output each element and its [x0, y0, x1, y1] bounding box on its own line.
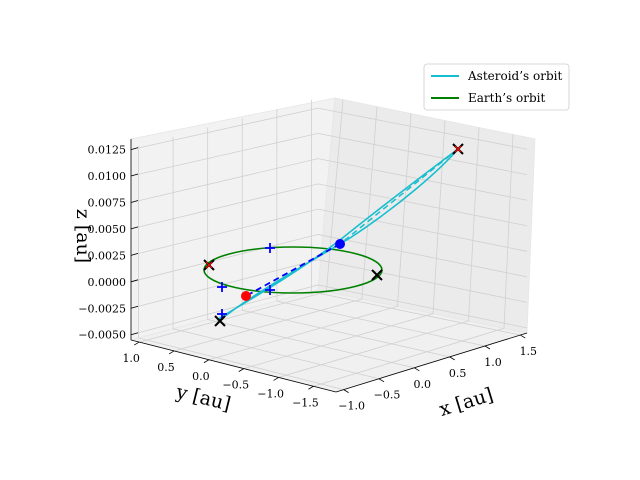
legend-entry: Earth’s orbit	[431, 91, 545, 105]
legend-label-asteroid: Asteroid’s orbit	[467, 69, 562, 83]
y-tick-label: −1.0	[257, 387, 284, 400]
legend: Asteroid’s orbit Earth’s orbit	[423, 63, 570, 111]
legend-label-earth: Earth’s orbit	[468, 91, 545, 105]
plus-marker	[217, 282, 227, 292]
x-axis-label: x [au]	[437, 384, 496, 421]
z-tick-label: 0.0025	[88, 249, 127, 262]
x-tick-mark	[484, 345, 491, 350]
z-tick-mark	[130, 226, 139, 230]
red-cross-overlays	[205, 145, 462, 269]
z-tick-mark	[130, 332, 139, 336]
y-tick-mark	[168, 350, 175, 355]
z-gridline	[130, 107, 528, 150]
x-tick-mark	[414, 367, 420, 372]
z-gridline	[130, 284, 528, 336]
y-gridline	[278, 127, 480, 378]
y-tick-label: 0.0	[192, 370, 210, 383]
y-gridline	[243, 120, 446, 369]
y-tick-mark	[308, 385, 314, 390]
x-tick-label: 1.5	[520, 345, 538, 358]
z-gridline	[130, 158, 528, 203]
x-tick-mark	[520, 334, 526, 339]
z-gridline	[130, 259, 528, 309]
x-tick-label: −0.5	[374, 389, 401, 402]
z-gridline	[130, 132, 528, 177]
y-gridline	[208, 113, 412, 361]
y-tick-mark	[273, 377, 279, 381]
z-tick-mark	[130, 147, 139, 150]
x-gridline	[172, 136, 380, 380]
plus-markers	[217, 243, 275, 319]
z-gridline	[130, 208, 528, 256]
z-tick-mark	[130, 173, 139, 177]
cross-marker	[371, 269, 383, 281]
z-tick-label: 0.0050	[88, 223, 127, 236]
y-tick-label: −1.5	[292, 396, 319, 409]
x-gridline	[207, 127, 415, 369]
z-axis-label: z [au]	[72, 209, 94, 263]
z-tick-label: 0.0100	[88, 170, 127, 183]
earth-asteroid-line	[245, 243, 341, 297]
y-axis: 1.00.50.0−0.5−1.0−1.5 y [au]	[122, 339, 337, 416]
z-tick-mark	[130, 252, 139, 256]
z-gridline	[130, 183, 528, 230]
z-axis: −0.0050 −0.0025 0.0000 0.0025 0.0050 0.0075 0.…	[72, 139, 139, 342]
y-gridline	[313, 134, 514, 387]
z-tick-label: 0.0000	[88, 276, 127, 289]
x-tick-mark	[449, 356, 455, 361]
blue-point	[335, 239, 345, 249]
asteroid-apsides-line	[339, 148, 459, 245]
plus-marker	[265, 243, 275, 253]
x-tick-label: −1.0	[338, 400, 365, 413]
z-tick-label: −0.0025	[78, 302, 126, 315]
z-tick-mark	[130, 200, 139, 203]
z-tick-mark	[130, 305, 139, 309]
z-tick-label: 0.0075	[88, 196, 127, 209]
x-gridline	[276, 109, 486, 347]
y-tick-label: −0.5	[222, 379, 249, 392]
x-tick-mark	[343, 389, 349, 393]
red-cross-marker	[205, 261, 213, 269]
x-gridline	[138, 146, 344, 391]
plus-marker	[265, 285, 275, 295]
x-tick-label: 0.5	[449, 367, 467, 380]
z-tick-mark	[130, 279, 139, 283]
z-tick-label: 0.0125	[88, 144, 127, 157]
y-tick-mark	[203, 359, 210, 364]
legend-entry: Asteroid’s orbit	[431, 69, 562, 83]
red-cross-marker	[454, 145, 462, 153]
z-gridline	[130, 234, 528, 283]
red-point	[241, 291, 251, 301]
x-tick-mark	[378, 378, 385, 383]
cross-marker	[214, 315, 226, 327]
y-tick-label: 1.0	[122, 352, 140, 365]
x-tick-label: 1.0	[484, 356, 502, 369]
y-tick-mark	[133, 341, 140, 346]
x-tick-label: 0.0	[414, 378, 432, 391]
z-tick-label: −0.0050	[78, 329, 126, 342]
plus-marker	[217, 309, 227, 319]
x-gridline	[241, 118, 450, 358]
y-tick-label: 0.5	[157, 361, 175, 374]
y-gridline	[173, 106, 378, 352]
y-tick-mark	[238, 368, 244, 372]
